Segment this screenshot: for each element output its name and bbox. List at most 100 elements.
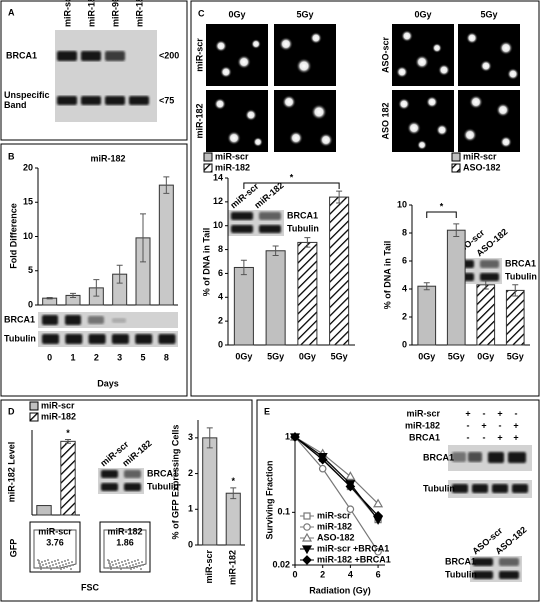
blot-band [65, 315, 81, 325]
blot-band [231, 225, 253, 233]
y-tick-label: 0 [402, 339, 407, 349]
panel-letter: E [264, 406, 270, 416]
comet [251, 39, 261, 49]
marker [374, 547, 382, 556]
table-cell: + [513, 432, 518, 442]
row-label: BRCA1 [4, 314, 35, 324]
flow-dot [116, 566, 118, 568]
comet [480, 60, 492, 72]
blot-band [124, 483, 141, 491]
legend-label: miR-182 [317, 521, 352, 531]
y-tick-label: 0 [28, 299, 33, 309]
series-line [294, 436, 379, 521]
blot-band [112, 318, 126, 323]
flow-dot [65, 563, 67, 565]
error-bar [163, 176, 170, 194]
x-tick-label: 2 [94, 352, 99, 362]
x-tick-label: miR-182 [228, 550, 238, 585]
bar [446, 229, 466, 346]
flow-dot [129, 565, 131, 567]
flow-dot [40, 568, 42, 570]
flow-dot [56, 566, 58, 568]
x-tick-label: 5Gy [448, 351, 465, 361]
row-label: Tubulin [287, 223, 319, 233]
table-cell: - [483, 408, 486, 418]
flow-dot [50, 568, 52, 570]
flow-dot [110, 566, 112, 568]
blot-band [105, 96, 125, 105]
y-tick-label: 0 [188, 539, 193, 549]
bar [476, 284, 496, 346]
x-axis-label: Days [97, 378, 119, 388]
legend-label: ASO-182 [463, 162, 501, 172]
flow-value: 1.86 [116, 537, 134, 547]
blot-band [101, 470, 118, 478]
legend-swatch [451, 152, 461, 162]
marker [302, 555, 312, 565]
flow-dot [49, 565, 51, 567]
legend-label: miR-182 +BRCA1 [317, 554, 391, 564]
comet [310, 32, 322, 44]
table-cell: - [467, 420, 470, 430]
row-label: ASO 182 [380, 102, 390, 139]
lane-label: miR-96 [110, 0, 120, 27]
flow-dot [37, 567, 39, 569]
x-tick-label: 0Gy [299, 351, 316, 361]
flow-dot [54, 560, 56, 562]
legend-label: ASO-182 [317, 532, 355, 542]
flow-dot [112, 564, 114, 566]
flow-dot [117, 559, 119, 561]
lane-label: miR-182 [134, 0, 144, 27]
lane-label: miR-182 [252, 180, 285, 210]
flow-value: 3.76 [46, 537, 64, 547]
flow-dot [68, 562, 70, 564]
y-tick-label: 20 [23, 162, 33, 172]
comet [253, 137, 263, 147]
row-label: Tubulin [505, 271, 537, 281]
dose-label: 5Gy [480, 9, 497, 19]
blot-band [488, 452, 504, 463]
table-cell: + [497, 408, 502, 418]
flow-dot [45, 563, 47, 565]
x-tick-label: 5 [140, 352, 145, 362]
significance-bracket [426, 211, 457, 218]
flow-dot [59, 565, 61, 567]
y-axis-label: Surviving Fraction [264, 460, 274, 539]
bar [225, 492, 241, 546]
table-cell: - [483, 432, 486, 442]
comet [398, 98, 410, 110]
flow-dot [38, 560, 40, 562]
table-row-label: BRCA1 [409, 432, 440, 442]
significance-bracket [243, 182, 340, 189]
annotation: * [231, 476, 235, 486]
flow-dot [70, 568, 72, 570]
y-tick-label: 6 [402, 255, 407, 265]
y-tick-label: 5 [28, 265, 33, 275]
row-label: BRCA1 [445, 556, 476, 566]
comet [237, 55, 251, 69]
flow-dot [58, 562, 60, 564]
comet [496, 103, 510, 117]
legend-swatch [29, 412, 39, 422]
legend-label: miR-scr [463, 151, 497, 161]
error-bar [482, 280, 489, 290]
flow-dot [142, 564, 144, 566]
blot-band [88, 316, 104, 324]
flow-dot [137, 559, 139, 561]
blot [38, 312, 178, 328]
series-line [294, 436, 379, 505]
error-bar [65, 438, 71, 444]
y-tick-label: 2 [402, 311, 407, 321]
flow-dot [39, 563, 41, 565]
blot-band [499, 571, 519, 579]
panel-letter: C [198, 8, 205, 18]
y-tick-label: 1 [188, 504, 193, 514]
flow-dot [133, 567, 135, 569]
row-label: Unspecific Band [4, 90, 50, 110]
blot-band [111, 334, 129, 344]
y-axis-label: Fold Difference [8, 203, 18, 269]
error-bar [453, 223, 460, 237]
y-tick-label: 2 [218, 316, 223, 326]
table-cell: - [467, 432, 470, 442]
